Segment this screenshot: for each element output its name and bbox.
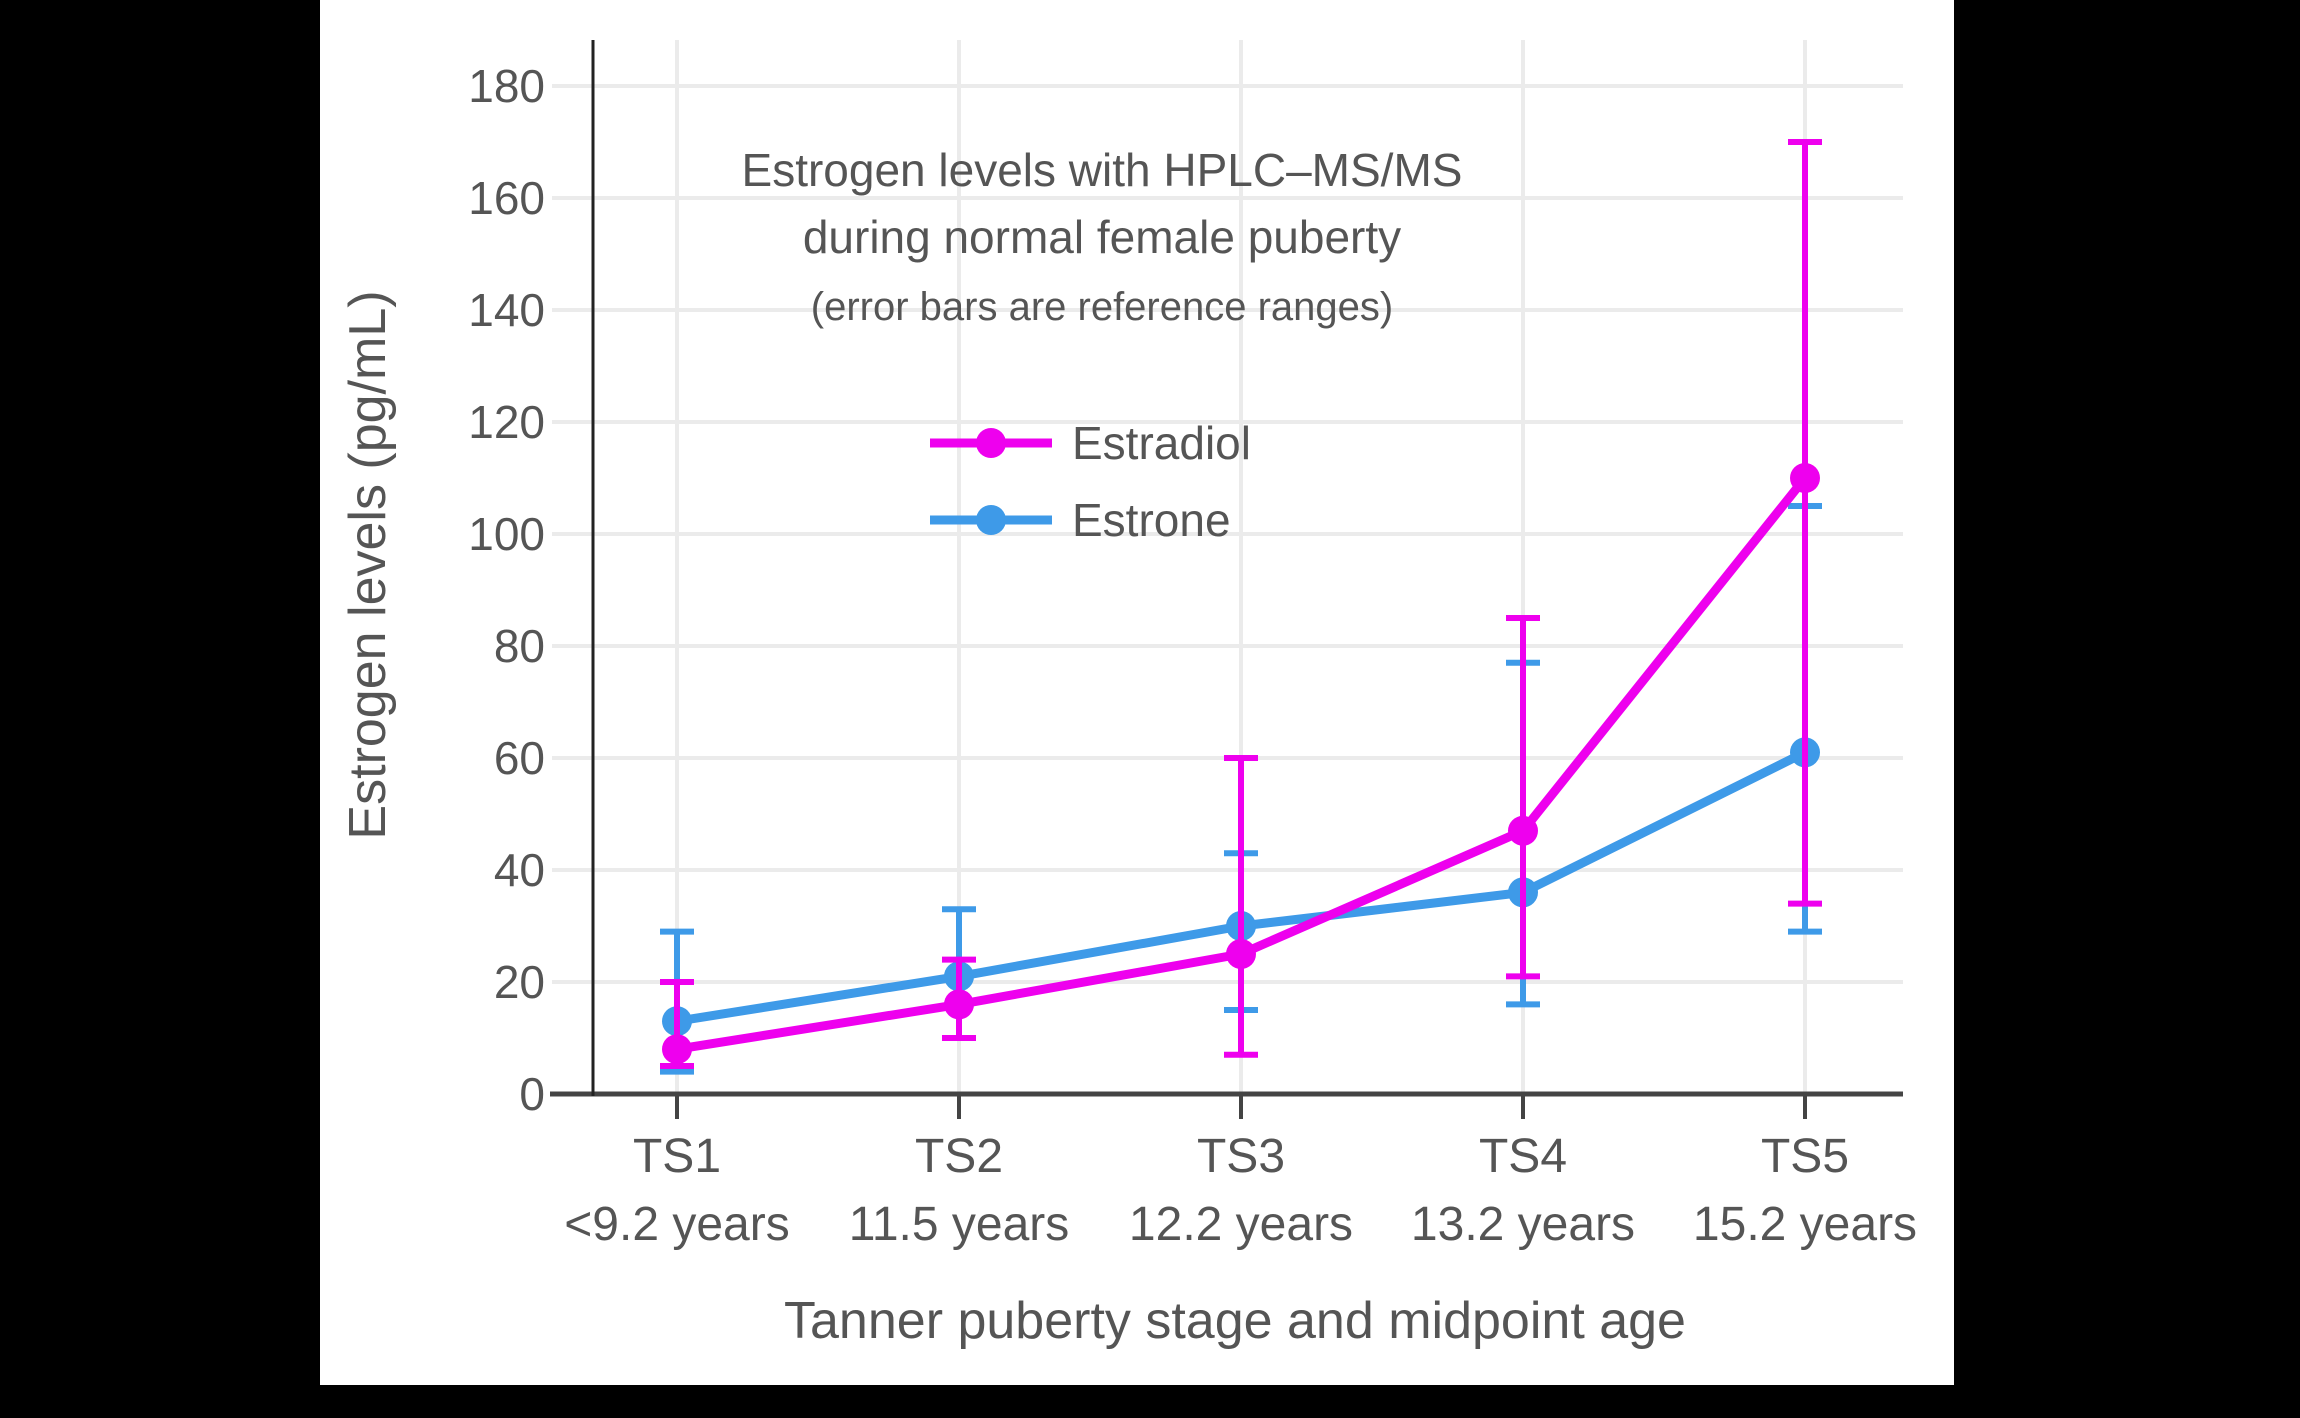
legend-item-estradiol[interactable]: Estradiol [930,417,1251,469]
x-subtick-label-ts1: <9.2 years [564,1198,789,1251]
legend: Estradiol Estrone [930,417,1251,546]
estradiol-point-ts3[interactable] [1226,939,1256,969]
plot-background [320,0,1954,1385]
y-axis-title: Estrogen levels (pg/mL) [339,290,397,839]
y-tick-label-120: 120 [468,396,545,448]
x-tick-label-ts4: TS4 [1479,1130,1567,1183]
chart-title-line1: Estrogen levels with HPLC–MS/MS [742,144,1463,196]
data-series [660,139,1822,1075]
x-subtick-label-ts4: 13.2 years [1411,1198,1635,1251]
x-tick-label-ts2: TS2 [915,1130,1003,1183]
estradiol-point-ts1[interactable] [662,1034,692,1065]
y-tick-label-20: 20 [494,956,545,1008]
estradiol-series [660,139,1822,1069]
chart-title-line2: during normal female puberty [803,211,1401,263]
x-subtick-label-ts3: 12.2 years [1129,1198,1353,1251]
legend-marker-estradiol [976,428,1006,458]
chart-subtitle: (error bars are reference ranges) [811,285,1393,329]
x-tick-label-ts3: TS3 [1197,1130,1285,1183]
x-subtick-label-ts2: 11.5 years [849,1198,1070,1251]
tick-labels: 0 20 40 60 80 100 120 140 160 180 TS1 TS2 TS3 TS4 TS5 <… [468,60,1917,1251]
x-tick-label-ts1: TS1 [633,1130,721,1183]
estradiol-point-ts5[interactable] [1790,463,1820,493]
x-subtick-label-ts5: 15.2 years [1693,1198,1917,1251]
x-axis-title: Tanner puberty stage and midpoint age [784,1292,1686,1350]
y-tick-label-140: 140 [468,284,545,336]
y-tick-label-40: 40 [494,844,545,896]
legend-item-estrone[interactable]: Estrone [930,494,1231,546]
y-tick-label-0: 0 [519,1068,545,1120]
axes [550,40,1903,1119]
y-tick-label-80: 80 [494,620,545,672]
legend-label-estradiol: Estradiol [1072,417,1251,469]
legend-marker-estrone [976,505,1006,535]
legend-label-estrone: Estrone [1072,494,1231,546]
estradiol-point-ts2[interactable] [944,989,974,1020]
y-tick-label-100: 100 [468,508,545,560]
y-tick-label-180: 180 [468,60,545,112]
y-tick-label-160: 160 [468,172,545,224]
x-tick-label-ts5: TS5 [1761,1130,1849,1183]
estradiol-point-ts4[interactable] [1508,815,1538,846]
y-tick-label-60: 60 [494,732,545,784]
